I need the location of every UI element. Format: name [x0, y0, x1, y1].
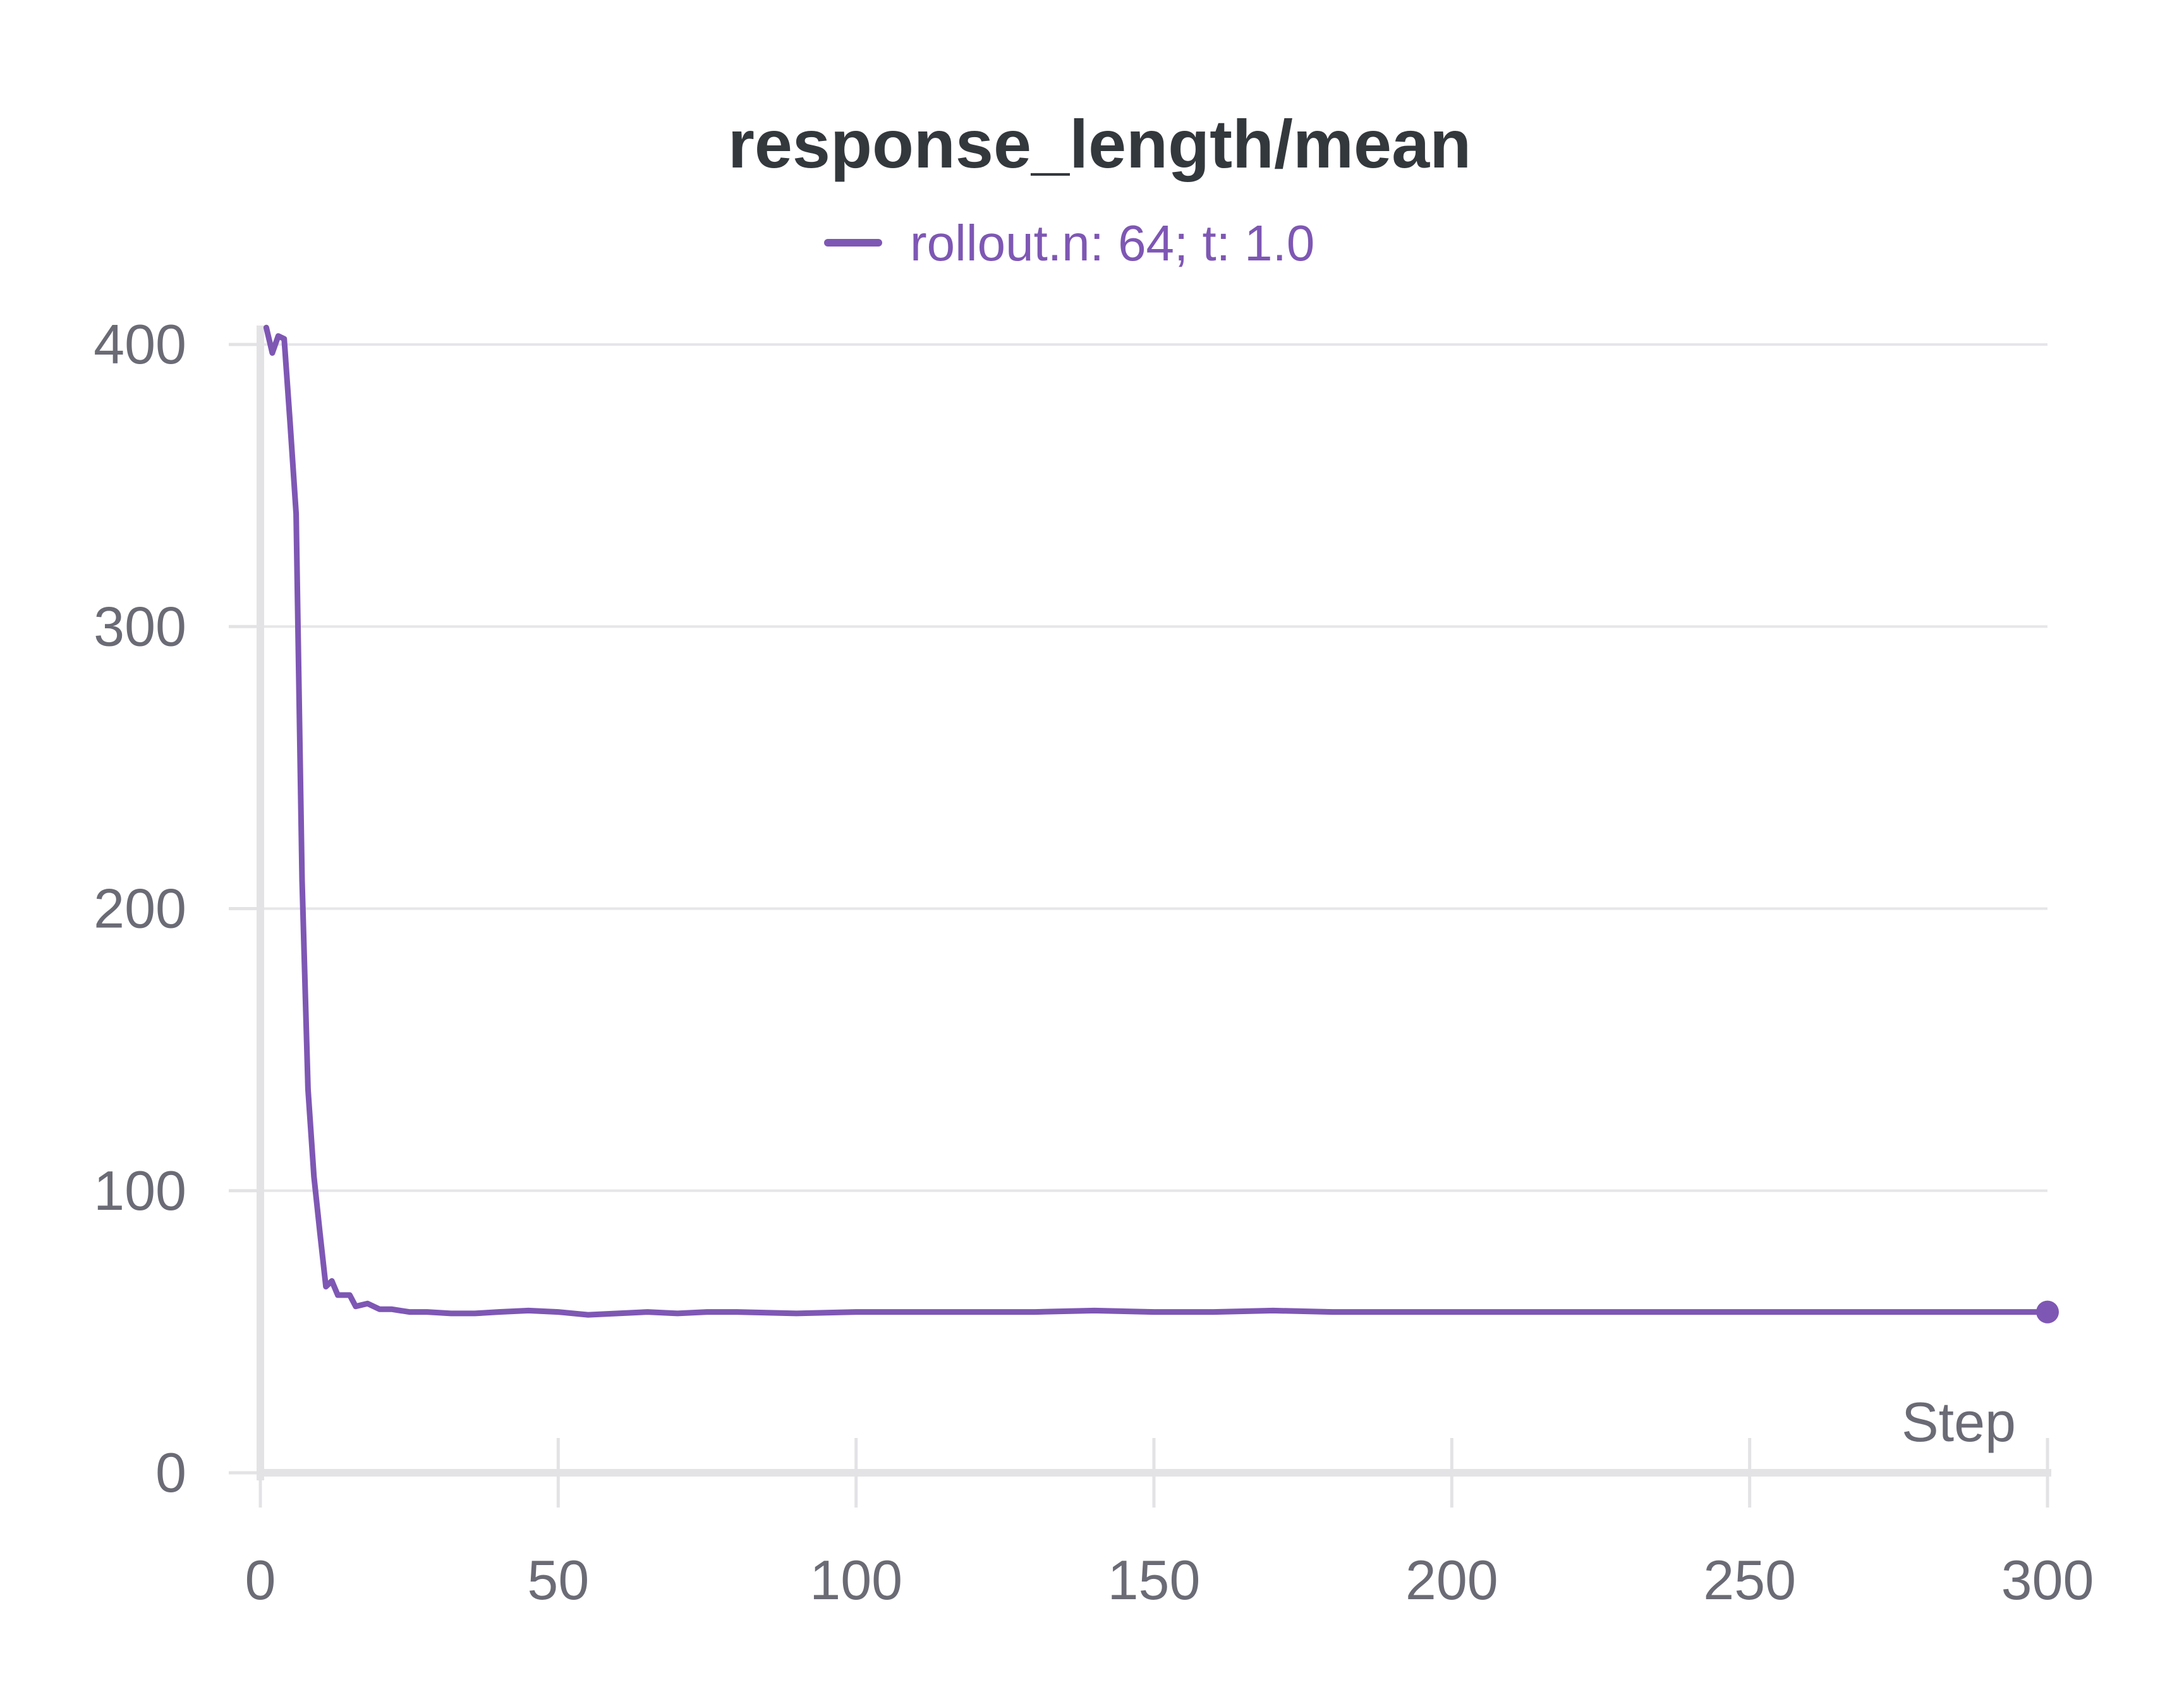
x-tick-label: 50	[527, 1549, 589, 1611]
x-tick-label: 200	[1405, 1549, 1498, 1611]
x-axis-ticks: 0 50 100 150 200 250 300	[245, 1438, 2094, 1611]
series-endpoint	[2036, 1300, 2059, 1324]
x-axis-title: Step	[1902, 1391, 2016, 1453]
x-tick-label: 0	[245, 1549, 276, 1611]
y-tick-label: 300	[94, 595, 186, 657]
chart-title: response_length/mean	[728, 106, 1471, 182]
x-tick-label: 150	[1108, 1549, 1201, 1611]
legend-label: rollout.n: 64; t: 1.0	[910, 215, 1314, 271]
y-tick-label: 0	[155, 1441, 186, 1504]
x-tick-label: 250	[1703, 1549, 1796, 1611]
y-tick-label: 400	[94, 313, 186, 375]
legend: rollout.n: 64; t: 1.0	[824, 215, 1314, 271]
y-axis-ticks: 0 100 200 300 400	[94, 313, 260, 1504]
grid	[260, 343, 2048, 1192]
series-layer	[263, 324, 2059, 1324]
series-line	[263, 324, 2051, 1318]
y-tick-label: 100	[94, 1159, 186, 1222]
x-tick-label: 300	[2001, 1549, 2094, 1611]
x-tick-label: 100	[810, 1549, 902, 1611]
y-tick-label: 200	[94, 877, 186, 940]
axes	[257, 326, 2051, 1480]
